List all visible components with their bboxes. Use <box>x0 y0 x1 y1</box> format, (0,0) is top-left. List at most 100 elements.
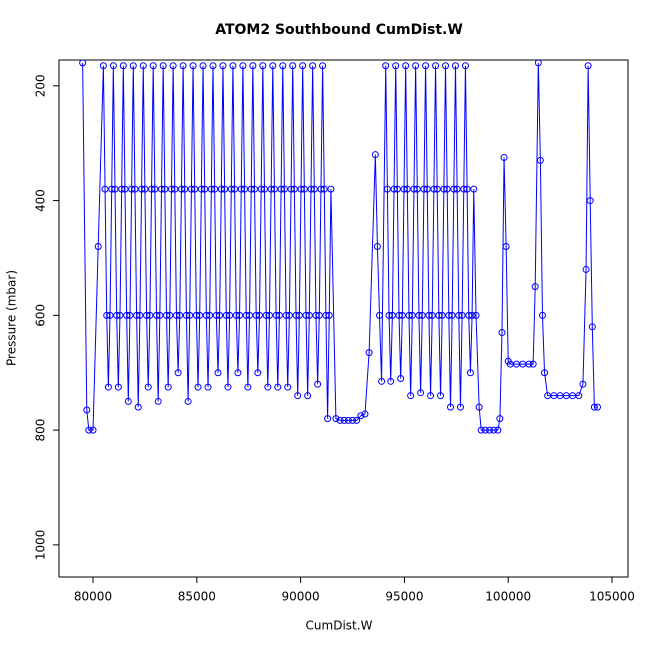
data-point <box>129 62 137 70</box>
data-point <box>490 426 498 434</box>
data-point <box>116 311 124 319</box>
data-point <box>494 426 502 434</box>
data-point <box>111 185 119 193</box>
data-point <box>189 62 197 70</box>
data-point <box>315 311 323 319</box>
data-point <box>172 311 180 319</box>
data-point <box>584 62 592 70</box>
data-point <box>423 185 431 193</box>
data-point <box>234 369 242 377</box>
data-point <box>295 311 303 319</box>
data-point <box>179 62 187 70</box>
data-point <box>237 185 245 193</box>
y-tick-label: 200 <box>34 74 48 97</box>
data-point <box>128 185 136 193</box>
data-point <box>257 185 265 193</box>
data-point <box>211 185 219 193</box>
data-point <box>294 392 302 400</box>
data-point <box>451 62 459 70</box>
data-point <box>453 185 461 193</box>
data-point <box>85 426 93 434</box>
data-point <box>138 185 146 193</box>
data-point <box>461 62 469 70</box>
data-point <box>169 62 177 70</box>
data-point <box>156 311 164 319</box>
data-point <box>395 311 403 319</box>
data-point <box>393 185 401 193</box>
data-point <box>239 62 247 70</box>
y-axis-label: Pressure (mbar) <box>5 270 19 366</box>
x-axis-label: CumDist.W <box>306 619 373 633</box>
data-point <box>141 185 149 193</box>
data-point <box>385 311 393 319</box>
data-point <box>390 185 398 193</box>
data-point <box>106 311 114 319</box>
data-point <box>292 311 300 319</box>
data-point <box>252 311 260 319</box>
data-point <box>192 311 200 319</box>
data-point <box>466 369 474 377</box>
data-point <box>181 185 189 193</box>
data-point <box>249 62 257 70</box>
data-point <box>216 311 224 319</box>
data-point <box>269 62 277 70</box>
data-point <box>472 311 480 319</box>
x-tick-label: 105000 <box>589 590 635 604</box>
data-point <box>136 311 144 319</box>
data-point <box>529 360 537 368</box>
data-point <box>191 185 199 193</box>
data-point <box>498 329 506 337</box>
data-point <box>201 185 209 193</box>
data-point <box>304 392 312 400</box>
x-tick-label: 90000 <box>282 590 320 604</box>
data-point <box>232 311 240 319</box>
data-point <box>541 369 549 377</box>
data-point <box>312 311 320 319</box>
data-point <box>226 311 234 319</box>
data-point <box>500 154 508 162</box>
data-point <box>274 383 282 391</box>
data-point <box>282 311 290 319</box>
data-point <box>202 311 210 319</box>
data-point <box>470 185 478 193</box>
data-point <box>417 389 425 397</box>
data-point <box>259 62 267 70</box>
data-point <box>325 311 333 319</box>
data-point <box>256 311 264 319</box>
data-point <box>378 377 386 385</box>
chart-title: ATOM2 Southbound CumDist.W <box>215 22 463 38</box>
data-point <box>227 185 235 193</box>
data-point <box>251 185 259 193</box>
data-point <box>101 185 109 193</box>
data-point <box>159 62 167 70</box>
data-point <box>588 323 596 331</box>
data-point <box>305 311 313 319</box>
data-point <box>422 62 430 70</box>
data-point <box>139 62 147 70</box>
y-tick-label: 400 <box>34 189 48 212</box>
data-point <box>349 416 357 424</box>
data-point <box>207 185 215 193</box>
data-point <box>197 185 205 193</box>
data-point <box>317 185 325 193</box>
data-point <box>536 156 544 164</box>
data-point <box>217 185 225 193</box>
data-point <box>302 311 310 319</box>
data-point <box>199 62 207 70</box>
data-point <box>254 369 262 377</box>
data-point <box>435 311 443 319</box>
data-point <box>209 62 217 70</box>
data-line <box>82 62 598 431</box>
data-point <box>171 185 179 193</box>
data-point <box>184 397 192 405</box>
data-point <box>486 426 494 434</box>
data-point <box>144 383 152 391</box>
data-point <box>275 311 283 319</box>
data-point <box>196 311 204 319</box>
data-point <box>365 349 373 357</box>
data-point <box>314 380 322 388</box>
data-point <box>83 406 91 414</box>
data-point <box>402 62 410 70</box>
data-point <box>538 311 546 319</box>
data-point <box>151 185 159 193</box>
